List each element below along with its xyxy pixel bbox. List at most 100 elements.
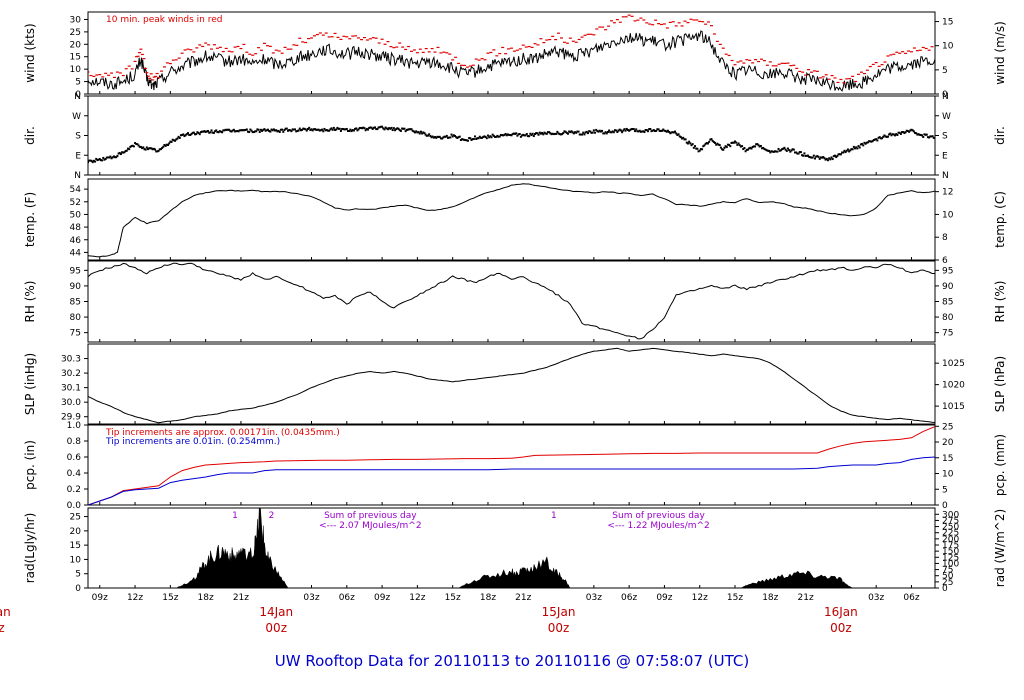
dir-point — [675, 132, 678, 135]
y2-tick-label-wind: 0 — [942, 90, 948, 100]
dir-point — [857, 145, 860, 148]
dir-point — [698, 149, 701, 152]
dir-point — [929, 135, 932, 138]
dir-point — [672, 131, 675, 134]
dir-point — [402, 127, 405, 130]
dir-point — [270, 128, 273, 131]
dir-point — [171, 138, 174, 141]
dir-point — [878, 136, 881, 139]
dir-point — [898, 131, 901, 134]
dir-point — [914, 131, 917, 134]
dir-point — [770, 150, 773, 153]
dir-point — [209, 131, 212, 134]
dir-point — [369, 126, 372, 129]
dir-point — [725, 146, 728, 149]
dir-point — [557, 132, 560, 135]
dir-point — [549, 132, 552, 135]
dir-point — [506, 133, 509, 136]
dir-point — [732, 141, 735, 144]
dir-point — [482, 135, 485, 138]
rad-peak-index: 1 — [232, 511, 238, 521]
dir-point — [208, 131, 211, 134]
dir-point — [124, 150, 127, 153]
dir-point — [825, 157, 828, 160]
dir-point — [729, 145, 732, 148]
dir-point — [112, 155, 115, 158]
y2-tick-label-wind: 10 — [942, 42, 954, 52]
dir-point — [792, 148, 795, 151]
dir-point — [552, 133, 555, 136]
dir-point — [302, 127, 305, 130]
dir-point — [469, 137, 472, 140]
dir-point — [623, 128, 626, 131]
dir-point — [457, 136, 460, 139]
y-tick-label-rad: 10 — [70, 555, 82, 565]
panel-frame-slp — [87, 343, 936, 425]
x-tick-label: 06z — [621, 593, 637, 603]
panel-temp: 44 46 48 50 52 54 6 8 10 12 temp. (F) temp. (C) — [23, 178, 1007, 266]
plot-rad — [176, 508, 853, 588]
y-tick-label-rad: 5 — [75, 570, 81, 580]
y-tick-label-temp: 54 — [70, 185, 82, 195]
dir-point — [241, 129, 244, 132]
dir-point — [194, 133, 197, 136]
dir-point — [486, 134, 489, 137]
dir-point — [282, 130, 285, 133]
dir-point — [431, 135, 434, 138]
dir-point — [599, 130, 602, 133]
dir-point — [263, 128, 266, 131]
dir-point — [458, 135, 461, 138]
dir-point — [99, 159, 102, 162]
dir-point — [834, 154, 837, 157]
dir-point — [408, 128, 411, 131]
dir-point — [788, 149, 791, 152]
y-tick-label-wind: 0 — [75, 90, 81, 100]
dir-point — [188, 133, 191, 136]
dir-point — [701, 148, 704, 151]
dir-point — [741, 145, 744, 148]
dir-point — [424, 133, 427, 136]
dir-point — [356, 129, 359, 132]
dir-point — [301, 128, 304, 131]
dir-point — [774, 150, 777, 153]
dir-point — [231, 129, 234, 132]
y2-tick-label-rad: 100 — [942, 559, 959, 569]
dir-point — [175, 138, 178, 141]
dir-point — [882, 135, 885, 138]
dir-point — [372, 126, 375, 129]
dir-point — [217, 131, 220, 134]
dir-point — [771, 150, 774, 153]
dir-point — [799, 151, 802, 154]
y-tick-label-rh: 75 — [70, 329, 81, 339]
dir-point — [299, 129, 302, 132]
dir-point — [526, 135, 529, 138]
dir-point — [590, 131, 593, 134]
dir-point — [643, 131, 646, 134]
dir-point — [286, 129, 289, 132]
dir-point — [679, 136, 682, 139]
dir-point — [165, 143, 168, 146]
dir-point — [824, 158, 827, 161]
dir-point — [908, 130, 911, 133]
dir-point — [577, 130, 580, 133]
dir-point — [884, 135, 887, 138]
dir-point — [617, 129, 620, 132]
dir-point — [586, 132, 589, 135]
dir-point — [625, 127, 628, 130]
dir-point — [375, 128, 378, 131]
dir-point — [448, 136, 451, 139]
dir-point — [184, 134, 187, 137]
dir-point — [228, 128, 231, 131]
dir-point — [185, 133, 188, 136]
wind-annotation: 10 min. peak winds in red — [106, 15, 223, 25]
dir-point — [543, 131, 546, 134]
dir-point — [712, 141, 715, 144]
dir-point — [341, 128, 344, 131]
dir-point — [182, 133, 185, 136]
dir-point — [186, 132, 189, 135]
dir-point — [544, 132, 547, 135]
dir-point — [886, 135, 889, 138]
dir-point — [784, 148, 787, 151]
dir-point — [449, 136, 452, 139]
